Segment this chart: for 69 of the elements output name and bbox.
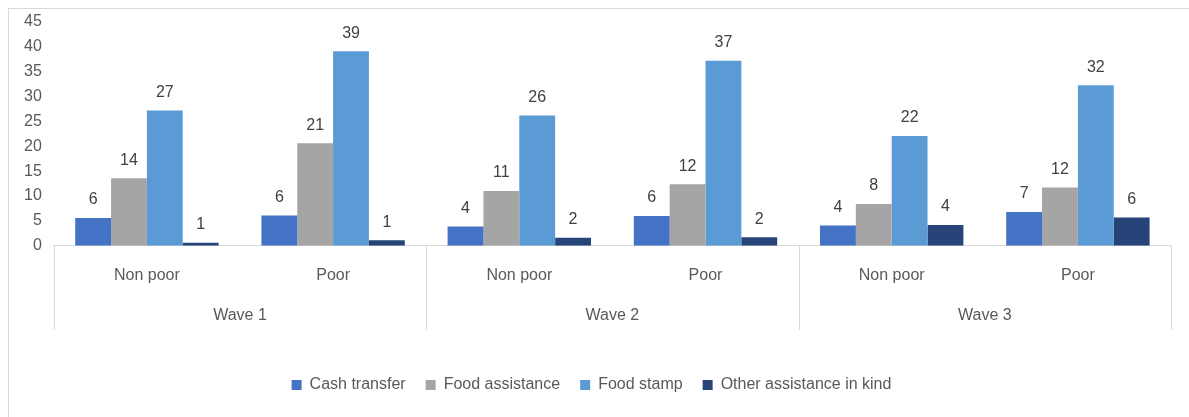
x-tick-label: Non poor	[858, 265, 926, 283]
data-label: 1	[196, 215, 206, 233]
bar	[927, 224, 964, 246]
y-tick-label: 25	[24, 111, 42, 129]
bar	[741, 237, 778, 246]
data-label: 39	[342, 23, 361, 41]
bar	[111, 178, 147, 246]
bar	[146, 110, 183, 246]
data-label: 14	[120, 150, 138, 168]
y-tick-label: 5	[32, 211, 42, 229]
data-label: 4	[833, 197, 843, 215]
bar	[1042, 187, 1078, 246]
text: Wave 2	[585, 306, 640, 324]
legend-label: Food stamp	[598, 375, 683, 393]
bar	[820, 225, 856, 246]
data-label: 12	[1051, 160, 1069, 178]
text: Wave 3	[957, 306, 1012, 324]
x-tick-label: Poor	[1061, 265, 1096, 283]
bar	[333, 51, 369, 246]
bar	[447, 226, 484, 246]
legend-label: Food assistance	[443, 375, 561, 393]
bar	[261, 215, 298, 246]
bar	[705, 60, 742, 246]
y-tick-label: 10	[24, 186, 42, 204]
data-label: 6	[1127, 189, 1137, 207]
bar	[1006, 211, 1043, 246]
bar	[75, 217, 112, 246]
data-label: 4	[941, 197, 951, 215]
y-tick-label: 20	[24, 136, 42, 154]
data-label: 12	[678, 156, 697, 174]
y-tick-label: 35	[24, 62, 42, 80]
x-tick-label: Non poor	[486, 265, 553, 283]
bar	[297, 143, 334, 246]
bar	[368, 240, 405, 246]
x-tick-label: Poor	[688, 265, 724, 283]
bar	[1077, 85, 1114, 246]
bar	[519, 115, 556, 246]
data-label: 32	[1086, 57, 1105, 75]
data-label: 11	[493, 163, 510, 181]
data-label: 4	[461, 198, 471, 216]
data-label: 2	[754, 209, 764, 227]
x-tick-label: Poor	[316, 265, 351, 283]
data-label: 27	[155, 82, 174, 100]
y-tick-label: 0	[32, 236, 42, 254]
data-label: 6	[647, 188, 657, 206]
y-tick-label: 40	[24, 37, 42, 55]
bar	[669, 184, 706, 246]
data-label: 2	[568, 210, 578, 228]
data-label: 6	[274, 187, 284, 205]
data-label: 1	[382, 212, 392, 230]
data-label: 22	[900, 108, 919, 126]
bar	[1113, 217, 1150, 246]
bar	[891, 135, 928, 246]
data-label: 6	[88, 190, 98, 208]
data-label: 8	[869, 176, 879, 194]
bar	[633, 215, 670, 246]
bar	[855, 204, 892, 246]
bar	[483, 191, 520, 246]
data-label: 21	[306, 115, 325, 133]
data-label: 37	[714, 33, 733, 51]
y-tick-label: 15	[24, 161, 42, 179]
y-tick-label: 45	[24, 12, 42, 30]
legend-label: Other assistance in kind	[720, 375, 892, 393]
legend-label: Cash transfer	[309, 375, 407, 393]
y-tick-label: 30	[24, 87, 42, 105]
data-label: 26	[528, 87, 547, 105]
data-label: 7	[1019, 184, 1029, 202]
text: Wave 1	[213, 306, 267, 324]
x-tick-label: Non poor	[113, 265, 181, 283]
